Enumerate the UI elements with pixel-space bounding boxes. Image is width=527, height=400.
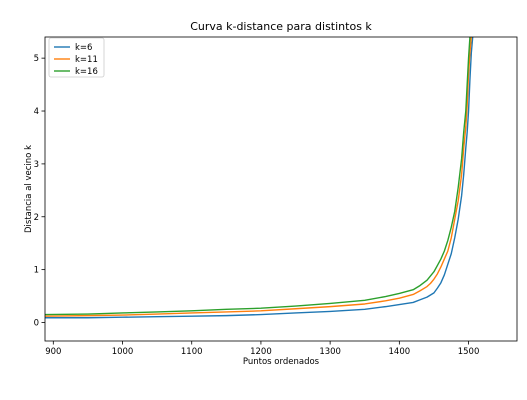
x-axis-label: Puntos ordenados (243, 357, 320, 367)
x-tick-label: 1500 (458, 347, 480, 357)
plot-background (45, 37, 517, 341)
series-layer (45, 37, 474, 319)
chart-title: Curva k-distance para distintos k (190, 20, 372, 33)
x-tick-label: 1000 (112, 347, 134, 357)
y-tick-label: 4 (34, 107, 39, 117)
series-line-k-11 (45, 37, 473, 317)
y-tick-label: 1 (34, 266, 39, 276)
x-tick-label: 1400 (389, 347, 411, 357)
x-tick-label: 1300 (319, 347, 341, 357)
legend-label: k=11 (75, 55, 98, 65)
x-tick-label: 1200 (250, 347, 272, 357)
legend-box (48, 37, 105, 78)
y-tick-label: 2 (34, 213, 39, 223)
y-tick-label: 5 (34, 54, 39, 64)
legend-label: k=16 (75, 67, 98, 77)
series-line-k-16 (45, 37, 471, 316)
x-axis: 900 1000 1100 1200 1300 1400 1500 (45, 341, 479, 357)
legend: k=6 k=11 k=16 (48, 37, 105, 78)
y-axis: 0 1 2 3 4 5 (34, 54, 45, 328)
y-tick-label: 3 (34, 160, 39, 170)
series-line-k-6 (45, 37, 474, 319)
plot-area (44, 36, 518, 342)
y-tick-label: 0 (34, 318, 39, 328)
x-tick-label: 900 (45, 347, 61, 357)
y-axis-label: Distancia al vecino k (24, 145, 34, 233)
x-tick-label: 1100 (181, 347, 203, 357)
legend-label: k=6 (75, 43, 92, 53)
plot-frame (44, 36, 518, 342)
